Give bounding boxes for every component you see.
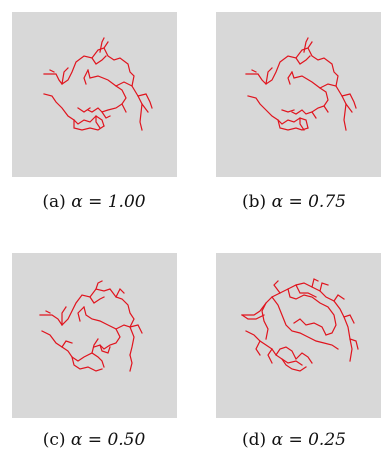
caption-a: (a) α = 1.00	[0, 192, 188, 212]
caption-c: (c) α = 0.50	[0, 430, 188, 450]
panel-a-plot	[12, 12, 177, 177]
caption-b-label: (b)	[242, 192, 272, 212]
caption-d-label: (d)	[242, 430, 272, 450]
caption-a-label: (a)	[42, 192, 72, 212]
caption-d-math: α = 0.25	[271, 430, 346, 450]
tree-drawing-c	[39, 280, 143, 372]
caption-b: (b) α = 0.75	[200, 192, 388, 212]
caption-b-math: α = 0.75	[271, 192, 346, 212]
caption-d: (d) α = 0.25	[200, 430, 388, 450]
panel-c-plot	[12, 253, 177, 418]
tree-drawing-b	[245, 37, 357, 131]
panel-d-plot	[216, 253, 381, 418]
panel-b-plot	[216, 12, 381, 177]
caption-a-math: α = 1.00	[71, 192, 146, 212]
caption-c-math: α = 0.50	[70, 430, 146, 450]
caption-c-label: (c)	[42, 430, 71, 450]
tree-drawing-d	[241, 278, 359, 372]
tree-drawing-a	[43, 37, 153, 131]
